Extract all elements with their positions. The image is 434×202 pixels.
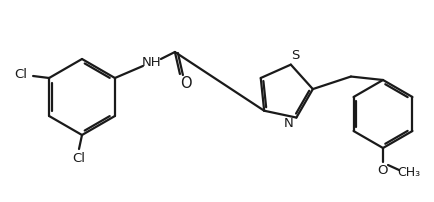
Text: S: S (291, 49, 299, 62)
Text: NH: NH (142, 57, 162, 69)
Text: CH₃: CH₃ (398, 165, 421, 179)
Text: N: N (283, 117, 293, 130)
Text: O: O (378, 163, 388, 177)
Text: Cl: Cl (15, 68, 28, 81)
Text: O: O (180, 76, 192, 90)
Text: Cl: Cl (72, 153, 85, 165)
